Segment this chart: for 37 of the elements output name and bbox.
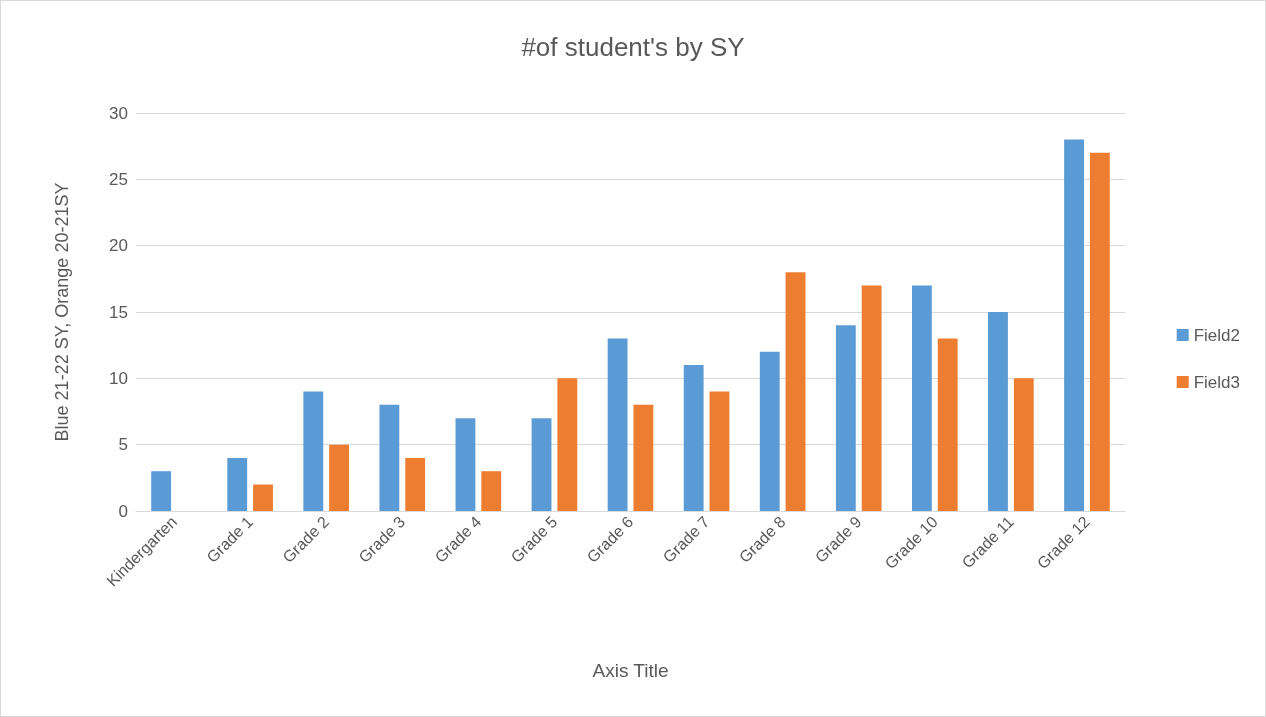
- y-tick-label: 10: [109, 368, 128, 388]
- chart-title: #of student's by SY: [521, 32, 745, 62]
- y-tick-label: 30: [109, 103, 128, 123]
- bar: [329, 444, 350, 511]
- bar: [455, 418, 476, 511]
- bar: [835, 325, 856, 511]
- bar: [227, 457, 248, 511]
- bar: [861, 285, 882, 511]
- bar: [557, 378, 578, 511]
- bar: [785, 272, 806, 511]
- bar: [379, 404, 400, 511]
- bar: [151, 471, 172, 511]
- bar: [1013, 378, 1034, 511]
- legend-label: Field3: [1193, 372, 1241, 392]
- bar: [607, 338, 628, 511]
- y-tick-label: 5: [118, 435, 128, 455]
- bar: [759, 351, 780, 511]
- bar: [633, 404, 654, 511]
- y-tick-label: 15: [109, 302, 128, 322]
- bar: [1089, 152, 1110, 511]
- legend-label: Field2: [1193, 325, 1241, 345]
- bar: [911, 285, 932, 511]
- bar: [683, 365, 704, 511]
- bar: [1064, 139, 1084, 511]
- bar: [988, 312, 1008, 511]
- bar: [709, 391, 730, 511]
- bar: [531, 418, 552, 511]
- y-axis-title: Blue 21-22 SY, Orange 20-21SY: [52, 182, 72, 442]
- y-tick-label: 0: [118, 501, 128, 521]
- bar: [481, 471, 502, 511]
- bar: [937, 338, 958, 511]
- bar: [253, 484, 273, 511]
- x-axis-title: Axis Title: [592, 660, 669, 681]
- bar: [303, 391, 324, 511]
- y-tick-label: 20: [109, 236, 128, 256]
- y-tick-label: 25: [109, 169, 128, 189]
- bar: [405, 457, 426, 511]
